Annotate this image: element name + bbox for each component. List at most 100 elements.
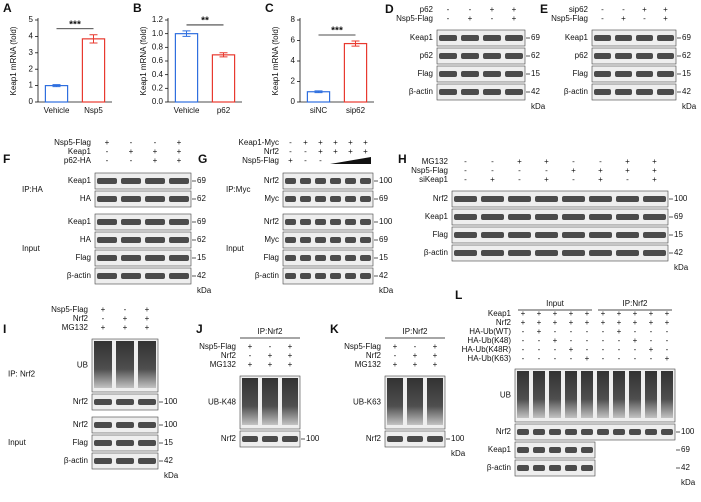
condition-sign: + xyxy=(145,314,150,323)
y-tick-label: 5 xyxy=(29,15,34,24)
condition-sign: + xyxy=(123,323,128,332)
row-label: Nrf2 xyxy=(264,176,280,185)
x-tick-label: Nsp5 xyxy=(84,106,103,115)
blot-band xyxy=(360,219,371,225)
x-tick-label: Vehicle xyxy=(44,106,70,115)
condition-sign: + xyxy=(601,309,606,318)
blot-band xyxy=(300,196,311,202)
row-label: β-actin xyxy=(255,271,279,280)
marker-size: 69 xyxy=(379,194,388,203)
blot-band xyxy=(535,250,558,256)
blot-band xyxy=(262,436,278,442)
blot-band xyxy=(549,447,561,453)
unit-label: kDa xyxy=(674,263,689,272)
y-tick-label: 4 xyxy=(291,56,296,65)
blot-band xyxy=(300,219,311,225)
marker-size: 15 xyxy=(164,438,173,447)
row-label: Flag xyxy=(75,253,91,262)
significance-label: *** xyxy=(331,26,343,37)
condition-sign: - xyxy=(618,354,621,363)
panel-letter: D xyxy=(385,2,394,16)
blot-smear xyxy=(262,378,278,425)
y-tick-label: 6 xyxy=(291,36,296,45)
blot-strip xyxy=(591,65,677,83)
panel-letter: L xyxy=(455,288,462,302)
blot-band xyxy=(481,232,504,238)
condition-sign: + xyxy=(569,309,574,318)
condition-sign: - xyxy=(602,327,605,336)
condition-sign: - xyxy=(626,175,629,184)
row-label: p62 xyxy=(575,51,589,60)
condition-sign: + xyxy=(177,156,182,165)
condition-sign: + xyxy=(413,360,418,369)
y-tick-label: 0.4 xyxy=(152,70,164,79)
blot-band xyxy=(116,440,134,446)
blot-band xyxy=(483,35,501,41)
condition-sign: - xyxy=(447,14,450,23)
condition-sign: - xyxy=(538,336,541,345)
condition-sign: - xyxy=(666,345,669,354)
condition-name: Nsp5-Flag xyxy=(199,342,236,351)
condition-sign: + xyxy=(468,14,473,23)
blot-band xyxy=(636,53,653,59)
blot-band xyxy=(145,196,165,202)
condition-name: Nrf2 xyxy=(366,351,382,360)
condition-sign: + xyxy=(348,138,353,147)
blot-band xyxy=(285,178,296,184)
condition-sign: + xyxy=(517,157,522,166)
bar xyxy=(211,54,236,103)
condition-name: HA-Ub(K48) xyxy=(467,336,511,345)
blot-band xyxy=(145,178,165,184)
y-tick-label: 0.2 xyxy=(152,83,164,92)
blot-strip xyxy=(436,65,526,83)
marker-size: 100 xyxy=(451,434,465,443)
blot-band xyxy=(517,465,529,471)
condition-name: sip62 xyxy=(569,5,589,14)
condition-sign: + xyxy=(617,327,622,336)
condition-sign: - xyxy=(618,345,621,354)
blot-band xyxy=(461,89,479,95)
blot-band xyxy=(439,71,457,77)
blot-band xyxy=(483,53,501,59)
condition-name: Nrf2 xyxy=(73,314,89,323)
condition-sign: - xyxy=(304,147,307,156)
blot-strip xyxy=(282,267,374,285)
condition-sign: - xyxy=(602,354,605,363)
blot-smear xyxy=(407,378,423,425)
error-bar xyxy=(314,90,323,94)
condition-name: Nsp5-Flag xyxy=(411,166,448,175)
condition-sign: - xyxy=(154,138,157,147)
blot-band xyxy=(138,399,156,405)
condition-sign: + xyxy=(537,318,542,327)
condition-sign: + xyxy=(393,342,398,351)
blot-smear xyxy=(427,378,443,425)
blot-band xyxy=(589,196,612,202)
blot-band xyxy=(145,219,165,225)
condition-sign: + xyxy=(101,323,106,332)
condition-sign: - xyxy=(491,14,494,23)
condition-sign: - xyxy=(650,336,653,345)
blot-band xyxy=(330,196,341,202)
panel-letter: J xyxy=(196,322,203,336)
condition-sign: + xyxy=(625,157,630,166)
condition-sign: + xyxy=(363,147,368,156)
marker-size: 69 xyxy=(674,212,683,221)
blot-band xyxy=(97,178,117,184)
y-tick-label: 2 xyxy=(29,64,34,73)
condition-name: HA-Ub(K48R) xyxy=(462,345,512,354)
row-label: Flag xyxy=(572,69,588,78)
blot-band xyxy=(565,465,577,471)
condition-sign: + xyxy=(544,175,549,184)
blot-strip xyxy=(451,190,669,208)
blot-smear xyxy=(533,371,545,418)
row-label: β-actin xyxy=(64,456,88,465)
x-tick-label: p62 xyxy=(217,106,231,115)
blot-band xyxy=(345,219,356,225)
blot-band xyxy=(615,35,632,41)
blot-band xyxy=(481,214,504,220)
blot-band xyxy=(315,255,326,261)
condition-name: MG132 xyxy=(62,323,89,332)
blot-band xyxy=(615,53,632,59)
blot-band xyxy=(657,89,674,95)
